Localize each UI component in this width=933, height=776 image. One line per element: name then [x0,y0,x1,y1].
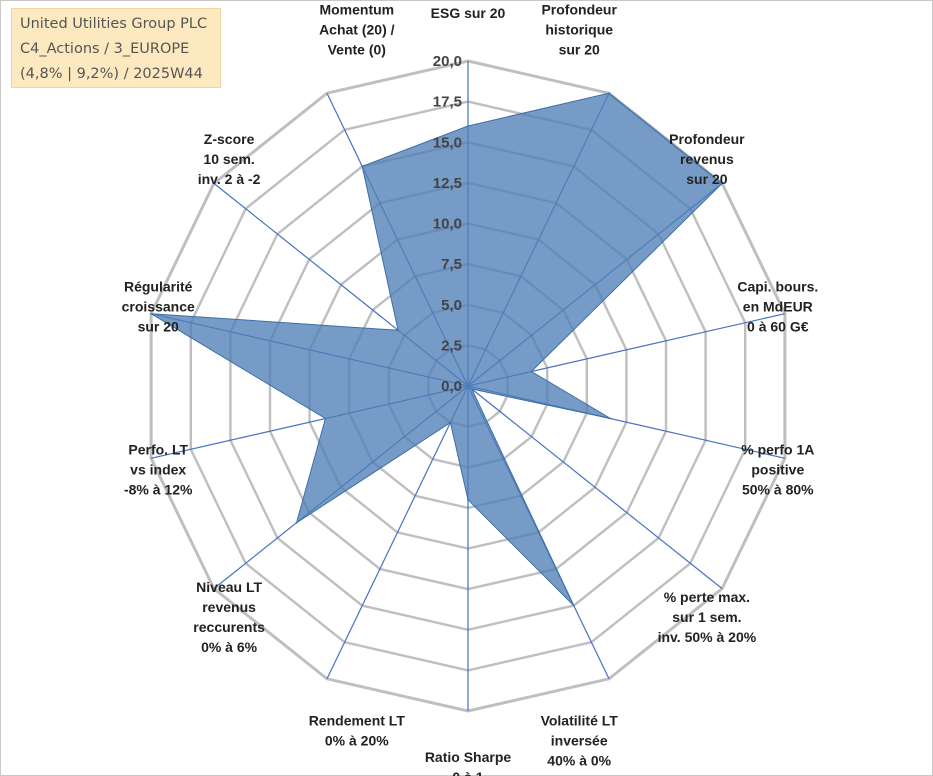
tick-label: 2,5 [441,337,462,354]
axis-label-line: Perfo. LT [128,442,188,458]
axis-label-line: Profondeur [669,131,745,147]
axis-label: Note ESG sur 20 [431,0,506,21]
axis-label-line: vs index [130,462,186,478]
axis-label-line: sur 20 [138,318,179,334]
axis-label: Perfo. LT vs index -8% à 12% [124,442,193,498]
data-point [295,522,298,524]
axis-label-line: Profondeur [541,1,617,17]
axis-label-line: revenus [202,599,256,615]
axis-label-line: inv. 2 à -2 [198,171,261,187]
axis-label-line: croissance [122,298,195,314]
axis-label-line: inversée [551,733,608,749]
axis-label: Niveau LT revenus reccurents 0% à 6% [193,579,265,655]
axis-label-line: Note [452,0,483,1]
axis-spoke [467,385,723,590]
info-period: (4,8% | 9,2%) / 2025W44 [20,66,203,82]
axis-label-line: sur 20 [686,171,727,187]
tick-label: 17,5 [433,94,462,111]
data-point [361,165,364,168]
tick-label: 15,0 [433,134,462,151]
axis-label-line: % perte max. [664,589,750,605]
axis-label-line: revenus [680,151,734,167]
axis-label-line: en MdEUR [743,298,813,314]
data-point [608,92,610,94]
tick-label: 7,5 [441,256,462,273]
data-point [530,370,533,373]
tick-label: 20,0 [433,53,462,70]
axis-label-line: 0 à 60 G€ [747,318,809,334]
data-point [609,417,612,420]
data-point [467,499,469,501]
tick-label: 10,0 [433,216,462,233]
axis-label-line: Régularité [124,278,193,294]
axis-label-line: reccurents [193,619,265,635]
axis-label-line: Rendement LT [309,713,406,729]
axis-label-line: sur 20 [559,41,600,57]
axis-label: Rendement LT 0% à 20% [309,713,406,749]
axis-label-line: Z-score [204,131,255,147]
data-point [449,421,452,424]
axis-label-line: Niveau LT [196,579,262,595]
tick-label: 0,0 [441,378,462,395]
axis-label-line: Capi. bours. [737,278,818,294]
axis-label: Profondeur revenus sur 20 [669,131,745,187]
axis-label-line: 10 sem. [203,151,254,167]
data-point [721,182,723,185]
axis-label-line: 0 à 1 [452,769,483,776]
radar-series [150,92,723,607]
tick-label: 12,5 [433,175,462,192]
axis-label: Z-score 10 sem. inv. 2 à -2 [198,131,261,187]
radar-tick-labels: 0,0 2,5 5,0 7,5 10,0 12,5 15,0 17,5 20,0 [433,53,462,395]
data-point [397,329,399,332]
axis-label-line: sur 1 sem. [672,609,741,625]
axis-label-line: Volatilité LT [541,713,619,729]
info-category: C4_Actions / 3_EUROPE [20,41,190,57]
axis-label: Régularité croissance sur 20 [122,278,195,334]
axis-label-line: Ratio Sharpe [425,749,512,765]
axis-label: Profondeur historique sur 20 [541,1,617,57]
axis-label-line: 0% à 20% [325,733,389,749]
data-point [471,388,473,390]
axis-label-line: 40% à 0% [547,753,611,769]
axis-label: % perte max. sur 1 sem. inv. 50% à 20% [658,589,757,645]
tick-label: 5,0 [441,297,462,314]
axis-label: Volatilité LT inversée 40% à 0% [541,713,619,769]
radar-axis-labels: Note ESG sur 20 Profondeur historique sur 20… [122,0,819,776]
axis-label: Capi. bours. en MdEUR 0 à 60 G€ [737,278,818,334]
axis-label: Momentum Achat (20) / Vente (0) [319,1,395,57]
axis-label-line: 50% à 80% [742,482,814,498]
data-point [150,312,152,315]
axis-label-line: % perfo 1A [741,442,814,458]
axis-label-line: -8% à 12% [124,482,193,498]
info-box: United Utilities Group PLC C4_Actions / … [11,8,221,88]
axis-label-line: positive [751,462,804,478]
series-area [150,92,723,606]
data-point [324,417,327,420]
axis-label-line: Achat (20) / [319,21,395,37]
axis-label: % perfo 1A positive 50% à 80% [741,442,814,498]
axis-label-line: inv. 50% à 20% [658,629,757,645]
axis-label-line: Vente (0) [328,41,386,57]
info-company-name: United Utilities Group PLC [20,16,208,32]
axis-label-line: historique [545,21,613,37]
data-point [573,604,575,607]
axis-label-line: ESG sur 20 [431,5,506,21]
data-point [467,125,469,127]
axis-spoke [326,385,469,680]
axis-label-line: Momentum [319,1,394,17]
axis-label: Ratio Sharpe 0 à 1 [425,749,512,776]
axis-label-line: 0% à 6% [201,639,258,655]
